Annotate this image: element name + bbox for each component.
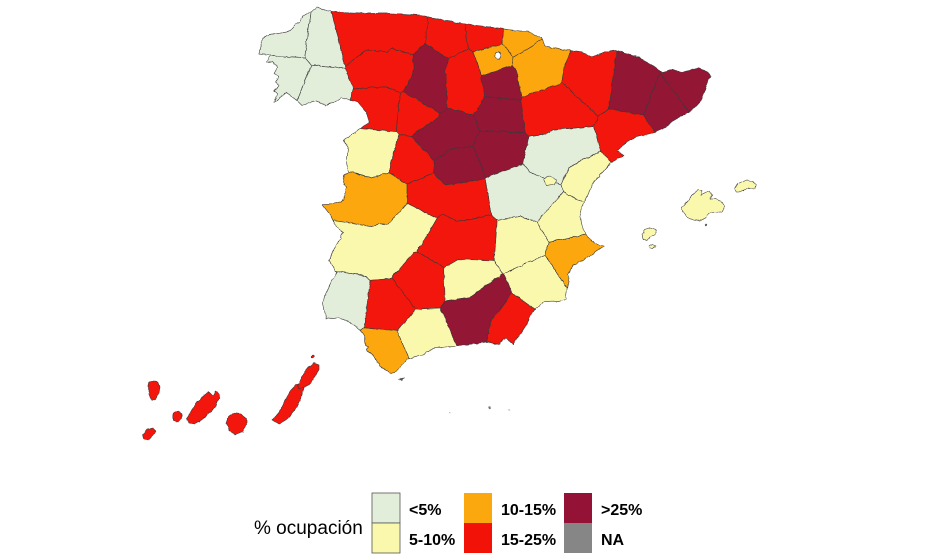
svg-text:NA: NA: [601, 532, 625, 549]
svg-text:>25%: >25%: [601, 502, 642, 519]
svg-text:% ocupación: % ocupación: [254, 518, 363, 539]
svg-text:<5%: <5%: [409, 502, 441, 519]
svg-text:15-25%: 15-25%: [501, 532, 556, 549]
svg-text:5-10%: 5-10%: [409, 532, 455, 549]
svg-text:10-15%: 10-15%: [501, 502, 556, 519]
